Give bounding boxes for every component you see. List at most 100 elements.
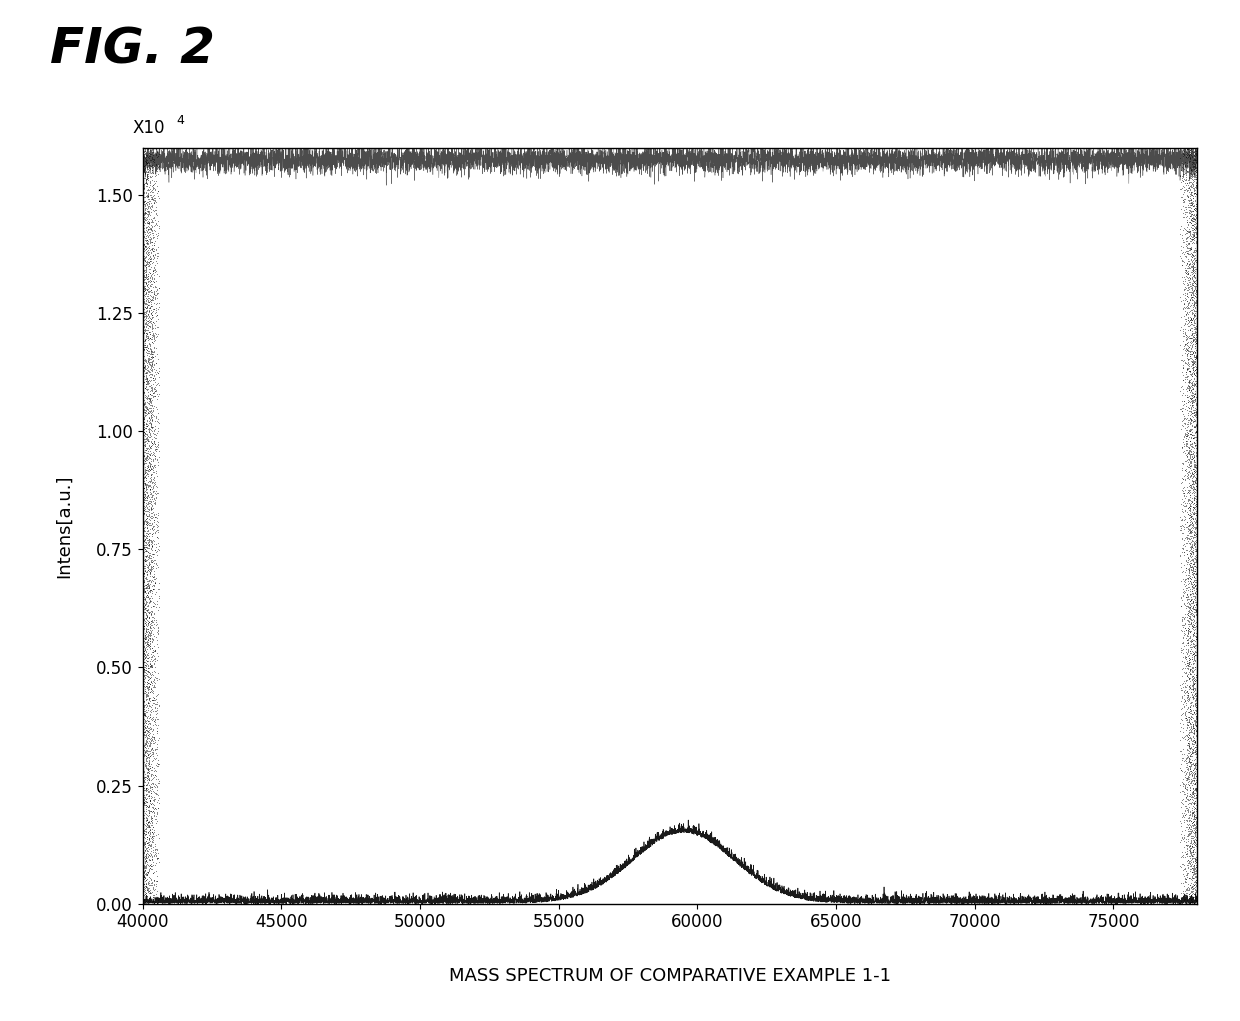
Point (141, 306, 161, 323)
Point (135, 583, 155, 599)
Point (1172, 251, 1192, 268)
Point (138, 748, 157, 765)
Point (1179, 616, 1199, 632)
Point (1178, 335, 1198, 351)
Point (139, 245, 159, 261)
Point (149, 220, 169, 236)
Point (1184, 869, 1204, 885)
Point (1182, 877, 1202, 893)
Point (1173, 244, 1193, 260)
Point (1182, 246, 1202, 262)
Point (141, 467, 161, 483)
Point (1182, 145, 1202, 161)
Point (136, 404, 156, 421)
Point (140, 337, 160, 353)
Point (136, 569, 156, 585)
Point (138, 381, 157, 397)
Point (1185, 395, 1205, 411)
Point (139, 206, 159, 223)
Point (135, 486, 155, 502)
Point (133, 380, 153, 396)
Point (1174, 576, 1194, 592)
Point (134, 748, 154, 765)
Point (140, 722, 160, 738)
Point (1172, 439, 1192, 455)
Point (139, 318, 159, 334)
Point (1183, 878, 1203, 894)
Point (1187, 596, 1207, 613)
Point (1180, 824, 1200, 840)
Point (1182, 839, 1202, 856)
Point (1180, 645, 1200, 662)
Point (141, 884, 161, 901)
Point (135, 252, 155, 269)
Point (141, 861, 161, 877)
Point (140, 147, 160, 163)
Point (1183, 248, 1203, 264)
Point (1183, 670, 1203, 686)
Point (136, 291, 156, 307)
Point (140, 304, 160, 321)
Point (1180, 507, 1200, 524)
Point (1183, 510, 1203, 527)
Point (1172, 791, 1192, 808)
Point (1179, 598, 1199, 615)
Point (140, 591, 160, 607)
Point (133, 567, 153, 583)
Point (138, 892, 157, 909)
Point (1180, 544, 1200, 561)
Point (133, 455, 153, 472)
Point (133, 410, 153, 427)
Point (138, 418, 157, 434)
Point (143, 217, 162, 234)
Point (1184, 147, 1204, 163)
Point (1183, 697, 1203, 714)
Text: FIG. 2: FIG. 2 (50, 26, 215, 74)
Point (135, 437, 155, 453)
Point (1182, 195, 1202, 211)
Point (140, 440, 160, 456)
Point (1184, 799, 1204, 816)
Point (135, 249, 155, 265)
Point (1183, 605, 1203, 622)
Point (1174, 746, 1194, 763)
Point (143, 647, 162, 664)
Point (138, 350, 157, 367)
Point (1185, 151, 1205, 167)
Point (1179, 646, 1199, 663)
Point (1187, 738, 1207, 755)
Point (138, 243, 157, 259)
Point (1187, 646, 1207, 663)
Point (134, 537, 154, 553)
Point (1178, 412, 1198, 429)
Point (138, 457, 157, 474)
Point (143, 496, 162, 513)
Point (135, 703, 155, 720)
Point (1183, 736, 1203, 752)
Point (139, 768, 159, 784)
Point (1179, 765, 1199, 781)
Point (135, 596, 155, 613)
Point (1184, 319, 1204, 335)
Point (1179, 703, 1199, 720)
Point (143, 509, 162, 526)
Point (136, 325, 156, 341)
Point (1178, 527, 1198, 543)
Point (1184, 618, 1204, 634)
Point (1183, 845, 1203, 862)
Point (1178, 521, 1198, 537)
Point (1174, 665, 1194, 681)
Point (143, 301, 162, 318)
Point (135, 552, 155, 569)
Point (1176, 530, 1195, 546)
Point (138, 244, 157, 260)
Point (1182, 279, 1202, 295)
Point (143, 218, 162, 235)
Point (1187, 797, 1207, 814)
Point (135, 264, 155, 281)
Point (140, 355, 160, 372)
Point (138, 755, 157, 771)
Point (136, 284, 156, 300)
Point (1178, 189, 1198, 205)
Point (140, 565, 160, 581)
